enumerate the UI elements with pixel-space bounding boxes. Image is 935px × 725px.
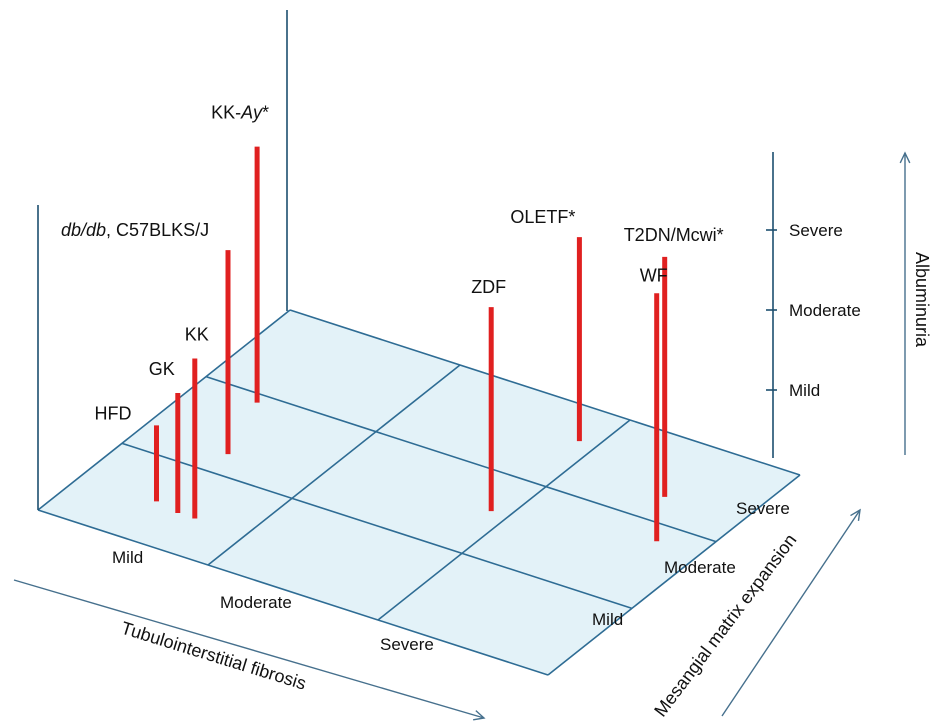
- bar-label-zdf: ZDF: [471, 277, 506, 297]
- bar-label-kk-ay: KK-Ay*: [211, 103, 269, 123]
- fibrosis-axis-title: Tubulointerstitial fibrosis: [119, 618, 309, 694]
- axis-walls: [37, 10, 777, 510]
- albuminuria-tick-label-severe: Severe: [789, 221, 843, 240]
- axis-arrows: [13, 151, 911, 721]
- bar-label-kk: KK: [185, 325, 209, 345]
- floor-grid: [37, 309, 801, 676]
- albuminuria-tick-label-moderate: Moderate: [789, 301, 861, 320]
- mesangial-arrow-head: [850, 508, 861, 521]
- bar-label-oletf: OLETF*: [510, 207, 575, 227]
- grid-line-fibrosis-3: [547, 474, 801, 676]
- bar-label-db-db-c57blks-j: db/db, C57BLKS/J: [61, 220, 209, 240]
- mesangial-tick-label-severe: Severe: [736, 499, 790, 518]
- albuminuria-tick-label-mild: Mild: [789, 381, 820, 400]
- grid-line-fibrosis-1: [207, 364, 461, 566]
- bar-label-hfd: HFD: [95, 403, 132, 423]
- fibrosis-arrow-shaft: [13, 579, 485, 719]
- model-bars: [154, 146, 668, 542]
- bar-label-wf: WF: [640, 265, 668, 285]
- grid-line-mesangial-1: [121, 442, 633, 610]
- mesangial-tick-label-moderate: Moderate: [664, 558, 736, 577]
- albuminuria-arrow-head: [899, 151, 911, 164]
- albuminuria-axis-title: Albuminuria: [912, 252, 932, 348]
- grid-line-fibrosis-2: [377, 419, 631, 621]
- fibrosis-tick-label-moderate: Moderate: [220, 593, 292, 612]
- fibrosis-tick-label-mild: Mild: [112, 548, 143, 567]
- fibrosis-tick-label-severe: Severe: [380, 635, 434, 654]
- mesangial-arrow-shaft: [721, 509, 861, 717]
- bar-label-gk: GK: [149, 359, 175, 379]
- grid-line-mesangial-0: [37, 509, 549, 676]
- grid-line-fibrosis-0: [37, 309, 291, 511]
- grid-line-mesangial-2: [205, 375, 717, 543]
- fibrosis-arrow-head: [473, 710, 486, 721]
- bar-label-t2dn-mcwi: T2DN/Mcwi*: [624, 225, 724, 245]
- mesangial-tick-label-mild: Mild: [592, 610, 623, 629]
- grid-line-mesangial-3: [289, 309, 801, 476]
